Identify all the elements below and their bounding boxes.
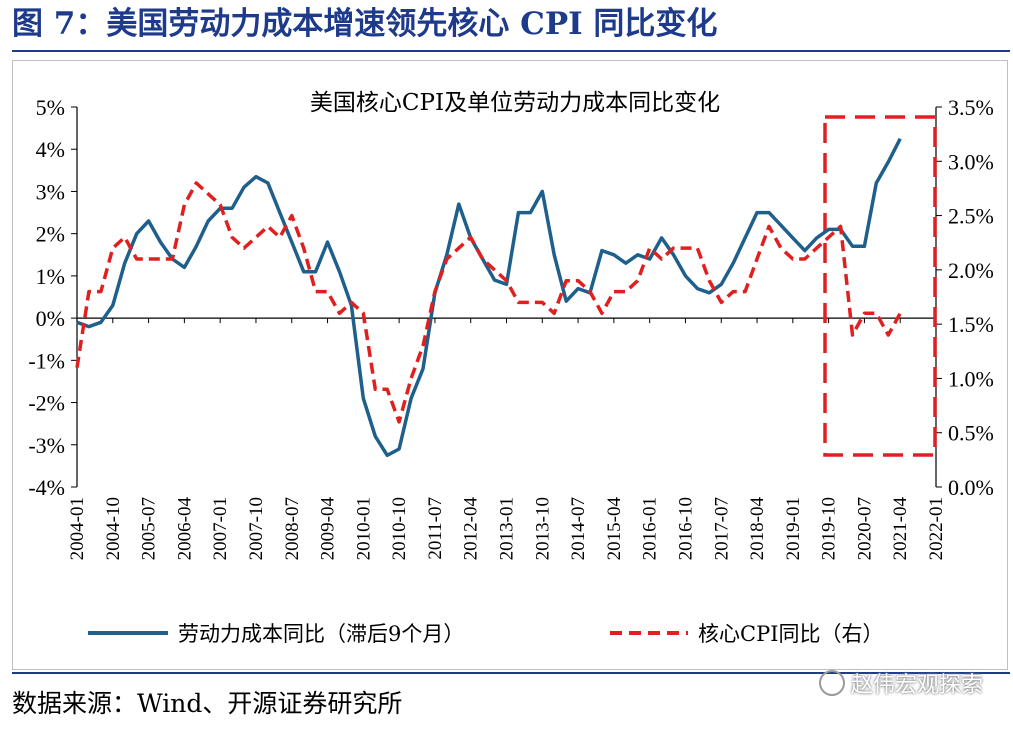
x-tick-label: 2014-07	[568, 497, 589, 560]
axes-layer: -4% -3% -2% -1% 0% 1% 2% 3% 4% 5% 0.0% 0.5% 1.0% 1.5%…	[28, 95, 993, 560]
x-tick-label: 2019-01	[783, 497, 804, 560]
x-tick-label: 2007-10	[246, 497, 267, 560]
left-tick-label: -1%	[28, 348, 65, 373]
series-layer	[75, 137, 902, 458]
source-note: 数据来源：Wind、开源证券研究所	[12, 689, 403, 718]
watermark-text: 赵伟宏观探索	[850, 673, 983, 698]
right-tick-label: 1.5%	[948, 312, 994, 337]
x-tick-label: 2010-01	[353, 497, 374, 560]
figure-title: 图 7：美国劳动力成本增速领先核心 CPI 同比变化	[12, 6, 718, 42]
legend-label-core-cpi: 核心CPI同比（右）	[698, 622, 884, 646]
x-tick-label: 2010-10	[389, 497, 410, 560]
x-tick-label: 2021-04	[890, 497, 911, 561]
x-tick-label: 2004-10	[103, 497, 124, 560]
x-tick-label: 2017-07	[711, 497, 732, 560]
right-tick-label: 3.0%	[948, 149, 994, 174]
watermark: 赵伟宏观探索	[818, 670, 983, 700]
x-tick-label: 2008-07	[282, 497, 303, 560]
x-tick-label: 2020-07	[854, 497, 875, 560]
x-tick-label: 2022-01	[926, 497, 947, 560]
right-tick-label: 0.0%	[948, 475, 994, 500]
chart-frame	[12, 60, 1008, 670]
left-tick-label: 5%	[36, 95, 65, 120]
x-tick-label: 2016-10	[675, 497, 696, 560]
left-tick-label: 4%	[36, 137, 65, 162]
x-tick-label: 2013-10	[532, 497, 553, 560]
x-tick-label: 2015-04	[604, 497, 625, 561]
left-tick-label: -2%	[28, 391, 65, 416]
series-line-core-cpi	[75, 181, 902, 424]
annotation-layer	[823, 115, 937, 457]
left-tick-label: -3%	[28, 433, 65, 458]
x-tick-label: 2004-01	[67, 497, 88, 560]
right-tick-label: 2.0%	[948, 258, 994, 283]
left-tick-label: 2%	[36, 222, 65, 247]
x-tick-label: 2016-01	[640, 497, 661, 560]
wechat-logo-icon	[818, 670, 845, 696]
x-tick-label: 2011-07	[425, 497, 446, 560]
x-tick-label: 2009-04	[318, 497, 339, 561]
x-tick-label: 2012-04	[461, 497, 482, 561]
left-tick-label: 3%	[36, 179, 65, 204]
left-tick-label: -4%	[28, 475, 65, 500]
x-tick-label: 2013-01	[497, 497, 518, 560]
highlight-box	[823, 115, 937, 457]
x-tick-label: 2019-10	[819, 497, 840, 560]
left-tick-label: 0%	[36, 306, 65, 331]
title-rule	[12, 50, 1010, 52]
right-tick-label: 0.5%	[948, 421, 994, 446]
right-tick-label: 2.5%	[948, 204, 994, 229]
chart-title: 美国核心CPI及单位劳动力成本同比变化	[310, 90, 720, 116]
x-tick-label: 2005-07	[139, 497, 160, 560]
right-tick-label: 1.0%	[948, 366, 994, 391]
x-tick-label: 2018-04	[747, 497, 768, 561]
series-line-labor-cost	[76, 137, 902, 458]
x-tick-label: 2006-04	[174, 497, 195, 561]
legend-label-labor-cost: 劳动力成本同比（滞后9个月）	[178, 622, 464, 646]
right-tick-label: 3.5%	[948, 95, 994, 120]
legend: 劳动力成本同比（滞后9个月） 核心CPI同比（右）	[88, 622, 884, 646]
source-rule	[12, 672, 1010, 674]
left-tick-label: 1%	[36, 264, 65, 289]
x-tick-label: 2007-01	[210, 497, 231, 560]
